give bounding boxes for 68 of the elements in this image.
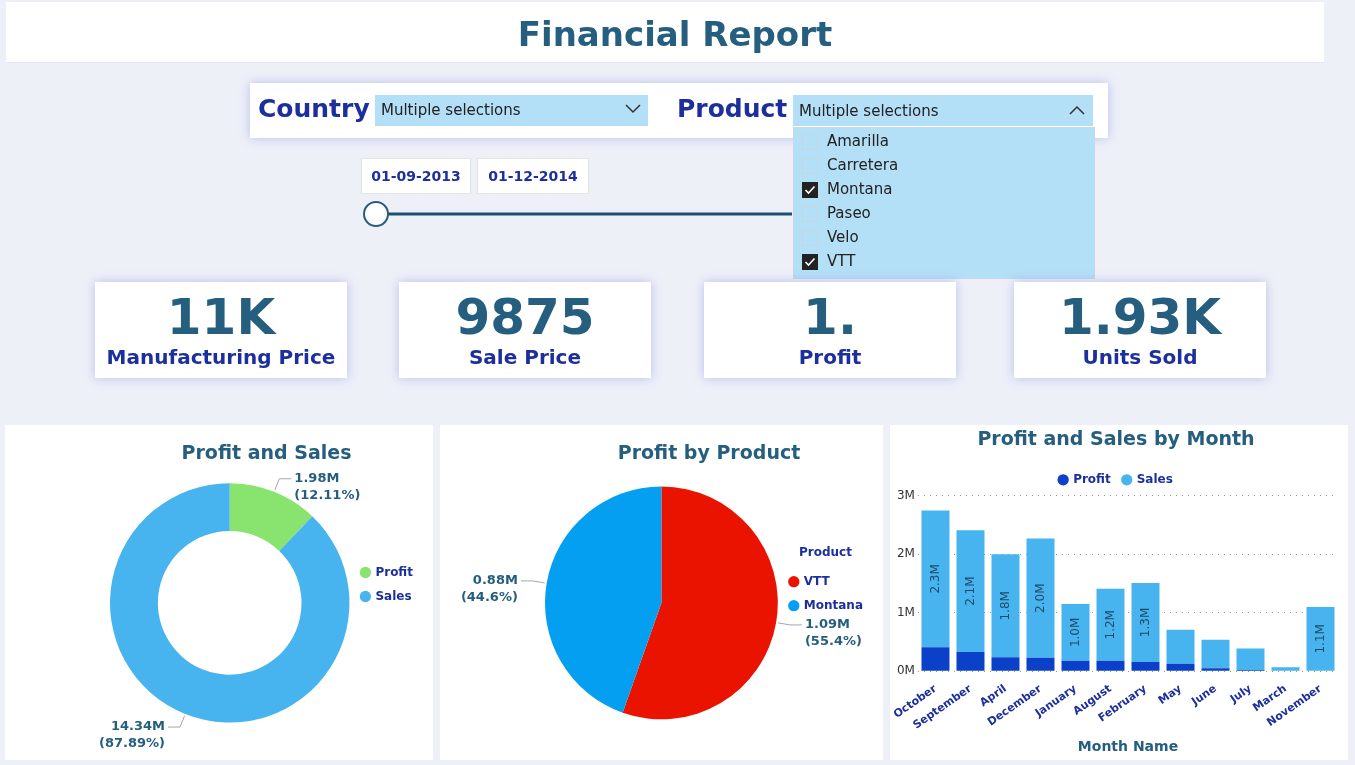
bar [921, 647, 950, 671]
data-label: 1.2M [1102, 610, 1117, 640]
text: Units Sold [1081, 345, 1199, 369]
bar [1131, 582, 1160, 662]
text: Manufacturing Price [105, 345, 337, 369]
data-label: 2.3M [927, 564, 942, 594]
data-label: 0.88M (44.6%) [460, 572, 518, 605]
legend-label: Montana [803, 597, 863, 612]
text: VTT [827, 252, 856, 270]
bar [921, 510, 950, 648]
bar [1026, 657, 1055, 671]
bar [991, 554, 1020, 658]
text: Profit [797, 345, 863, 369]
data-label: 1.98M (12.11%) [294, 470, 361, 503]
bar [1026, 538, 1055, 658]
text: Montana [827, 180, 893, 198]
text: Sale Price [467, 345, 583, 369]
bar [1306, 606, 1335, 671]
bar [956, 651, 985, 671]
y-tick-label: 3M [896, 487, 915, 502]
data-label: 1.1M [1312, 624, 1327, 654]
legend-label: Profit [1073, 471, 1111, 486]
text: Velo [827, 228, 859, 246]
bar [1061, 604, 1090, 661]
legend-title: Product [798, 545, 853, 560]
text: Product [677, 94, 788, 123]
y-tick-label: 0M [896, 663, 915, 678]
bar [1236, 648, 1265, 671]
text: Financial Report [516, 14, 834, 54]
data-label: 14.34M (87.89%) [99, 718, 166, 751]
chart-title: Profit by Product [617, 441, 801, 464]
legend-label: Sales [1136, 471, 1173, 486]
legend-label: Sales [375, 588, 412, 603]
y-tick-label: 1M [896, 604, 915, 619]
data-label: 2.0M [1032, 583, 1047, 613]
text: 11K [165, 288, 278, 346]
data-label: 2.1M [962, 576, 977, 606]
data-label: 1.0M [1067, 617, 1082, 648]
text: Multiple selections [799, 102, 939, 120]
bar [1096, 660, 1125, 671]
text: Carretera [827, 156, 899, 174]
bar [1201, 639, 1230, 669]
text: Paseo [827, 204, 871, 222]
text: 1. [802, 288, 858, 346]
bar [991, 657, 1020, 671]
x-axis-title: Month Name [1077, 738, 1179, 755]
bar [1166, 629, 1195, 664]
legend-label: VTT [803, 573, 831, 588]
legend-label: Profit [375, 564, 414, 579]
text: 01-09-2013 [361, 158, 471, 194]
text: 9875 [454, 288, 596, 346]
text: Multiple selections [381, 101, 521, 119]
text: 1.93K [1057, 288, 1223, 346]
text: Country [258, 94, 370, 123]
y-tick-label: 2M [896, 546, 915, 561]
text: Amarilla [827, 132, 889, 150]
chart-title: Profit and Sales [181, 441, 352, 464]
data-label: 1.3M [1137, 607, 1152, 638]
bar [956, 530, 985, 652]
bar [1166, 663, 1195, 671]
data-label: 1.09M (55.4%) [804, 616, 862, 649]
chart-title: Profit and Sales by Month [977, 427, 1255, 450]
data-label: 1.8M [997, 591, 1012, 621]
bar [1061, 660, 1090, 671]
text: 01-12-2014 [477, 158, 589, 194]
bar [1201, 668, 1230, 671]
bar [1096, 588, 1125, 661]
bar [1131, 661, 1160, 671]
